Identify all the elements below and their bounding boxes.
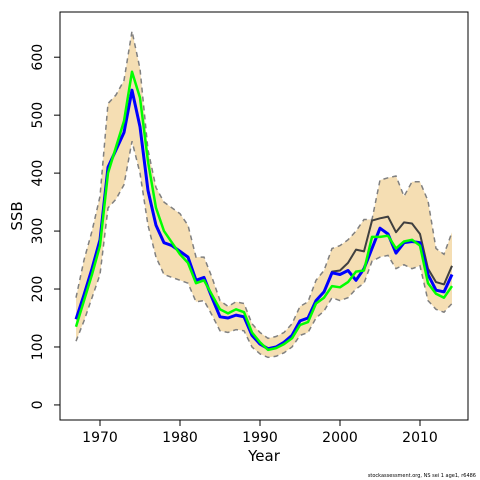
y-tick-label: 400 bbox=[30, 160, 46, 187]
x-axis-title: Year bbox=[247, 447, 281, 465]
lower-bound bbox=[75, 141, 453, 359]
y-tick-label: 0 bbox=[30, 400, 46, 409]
y-tick-label: 300 bbox=[30, 218, 46, 245]
x-tick-label: 2010 bbox=[402, 430, 438, 446]
x-tick-label: 1990 bbox=[242, 430, 278, 446]
y-tick-label: 500 bbox=[30, 102, 46, 129]
series-line bbox=[74, 70, 454, 352]
upper-bound bbox=[75, 30, 453, 340]
confidence-band bbox=[76, 31, 452, 358]
x-tick-label: 2000 bbox=[322, 430, 358, 446]
y-tick-label: 600 bbox=[30, 44, 46, 71]
x-tick-label: 1980 bbox=[162, 430, 198, 446]
y-tick-label: 100 bbox=[30, 334, 46, 361]
x-tick-label: 1970 bbox=[82, 430, 118, 446]
y-axis-title: SSB bbox=[8, 201, 26, 230]
y-tick-label: 200 bbox=[30, 276, 46, 303]
plot-frame bbox=[59, 11, 469, 421]
footnote: stockassessment.org, NS sei 1 age1, r648… bbox=[368, 473, 476, 479]
